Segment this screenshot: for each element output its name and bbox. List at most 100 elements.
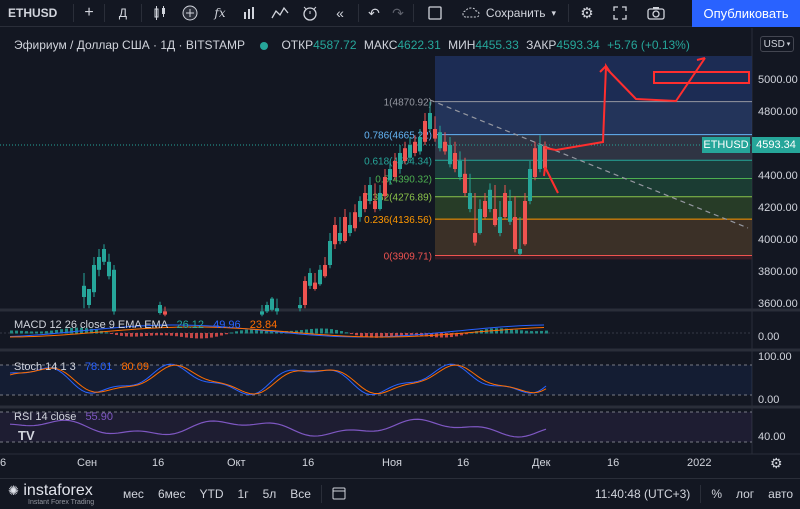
- time-axis-label: 16: [302, 457, 315, 469]
- fib-label: 0.5(4390.32): [375, 175, 432, 186]
- macd-bar: [445, 333, 448, 338]
- range-button[interactable]: Все: [290, 487, 311, 501]
- macd-bar: [360, 333, 363, 337]
- candle-body: [333, 225, 337, 245]
- currency-label: USD: [763, 38, 785, 50]
- clock[interactable]: 11:40:48 (UTC+3): [594, 487, 691, 501]
- candle-body: [468, 193, 472, 209]
- divider: [700, 485, 702, 503]
- candle-body: [463, 173, 467, 193]
- candle-body: [343, 217, 347, 241]
- close-label: ЗАКР: [526, 38, 557, 52]
- price-axis-label: 4400.00: [758, 170, 798, 182]
- currency-button[interactable]: USD ▾: [760, 36, 794, 52]
- change-value: +5.76 (+0.13%): [607, 38, 690, 52]
- macd-bar: [345, 332, 348, 334]
- macd-bar: [535, 331, 538, 334]
- macd-bar: [160, 333, 163, 336]
- percent-toggle[interactable]: %: [711, 487, 722, 501]
- candle-body: [303, 281, 307, 305]
- high-label: МАКС: [363, 38, 398, 52]
- range-button[interactable]: 1г: [237, 487, 249, 501]
- plus-icon[interactable]: +: [84, 4, 94, 21]
- macd-bar: [30, 331, 33, 334]
- price-chart[interactable]: 1(4870.92)0.786(4665.22)0.618(4504.34)0.…: [0, 28, 800, 482]
- macd-bar: [155, 333, 158, 336]
- candle-body: [298, 305, 302, 309]
- candle-body: [353, 212, 357, 229]
- price-axis-label: 5000.00: [758, 74, 798, 86]
- layout-icon[interactable]: [417, 0, 453, 27]
- low-value: 4455.33: [475, 38, 519, 52]
- redo-icon[interactable]: ↷: [392, 4, 404, 21]
- add-indicator-icon[interactable]: [175, 0, 205, 27]
- macd-bar: [305, 329, 308, 334]
- compare-icon[interactable]: [265, 0, 295, 27]
- divider: [141, 4, 142, 22]
- macd-bar: [15, 330, 18, 334]
- candle-body: [403, 148, 407, 161]
- macd-bar: [105, 332, 108, 334]
- macd-bar: [325, 328, 328, 334]
- macd-bar: [245, 329, 248, 334]
- macd-bar: [335, 329, 338, 334]
- macd-bar: [310, 328, 313, 334]
- candle-body: [533, 148, 537, 177]
- candle-body: [498, 217, 502, 233]
- macd-bar: [410, 333, 413, 336]
- candle-body: [458, 161, 462, 177]
- macd-bar: [455, 333, 458, 337]
- undo-icon[interactable]: ↶: [368, 4, 380, 21]
- alert-icon[interactable]: [295, 0, 325, 27]
- macd-value-2: 49.96: [213, 319, 241, 331]
- visibility-dot-icon[interactable]: [260, 41, 269, 50]
- templates-icon[interactable]: [235, 0, 265, 27]
- candle-body: [528, 169, 532, 201]
- range-button[interactable]: 5л: [262, 487, 277, 501]
- camera-icon[interactable]: [638, 0, 674, 27]
- candle-body: [313, 282, 317, 289]
- macd-bar: [375, 333, 378, 338]
- fib-label: 0.236(4136.56): [364, 215, 432, 226]
- signal-line: [9, 326, 545, 338]
- range-button[interactable]: 6мес: [157, 487, 186, 501]
- symbol-search[interactable]: ETHUSD: [8, 6, 58, 20]
- candle-body: [483, 201, 487, 217]
- range-button[interactable]: YTD: [199, 487, 224, 501]
- macd-bar: [50, 330, 53, 334]
- macd-bar: [145, 333, 148, 336]
- stoch-axis-top: 100.00: [758, 351, 792, 363]
- candle-body: [383, 177, 387, 197]
- brand-logo: ✺ instaforex Instant Forex Trading: [0, 482, 116, 506]
- fib-label: 1(4870.92): [384, 98, 432, 109]
- date-range-icon[interactable]: [325, 486, 353, 503]
- candles-icon[interactable]: [145, 0, 175, 27]
- save-button[interactable]: Сохранить ▾: [453, 0, 565, 27]
- gear-icon[interactable]: ⚙: [770, 455, 783, 471]
- macd-bar: [355, 333, 358, 336]
- stoch-axis-bottom: 0.00: [758, 394, 780, 406]
- fib-zone: [435, 178, 752, 197]
- macd-bar: [520, 330, 523, 334]
- candle-body: [478, 209, 482, 233]
- gear-icon[interactable]: ⚙: [580, 5, 594, 22]
- auto-toggle[interactable]: авто: [768, 487, 793, 501]
- fullscreen-icon[interactable]: [602, 0, 638, 27]
- macd-bar: [300, 330, 303, 334]
- price-axis-label: 3800.00: [758, 266, 798, 278]
- stoch-d-line: [9, 364, 547, 395]
- candle-body: [82, 285, 86, 297]
- chevron-down-icon: ▾: [551, 7, 557, 18]
- log-toggle[interactable]: лог: [735, 487, 755, 501]
- price-axis-label: 4000.00: [758, 234, 798, 246]
- chevron-down-icon: ▾: [786, 41, 791, 48]
- publish-button[interactable]: Опубликовать: [692, 0, 800, 27]
- macd-bar: [40, 331, 43, 334]
- replay-icon[interactable]: «: [336, 5, 344, 21]
- fib-label: 0(3909.71): [384, 251, 432, 262]
- candle-body: [543, 146, 547, 169]
- macd-bar: [225, 333, 228, 335]
- indicators-icon[interactable]: fx: [214, 6, 226, 20]
- range-button[interactable]: мес: [123, 487, 144, 501]
- interval-button[interactable]: Д: [118, 6, 128, 20]
